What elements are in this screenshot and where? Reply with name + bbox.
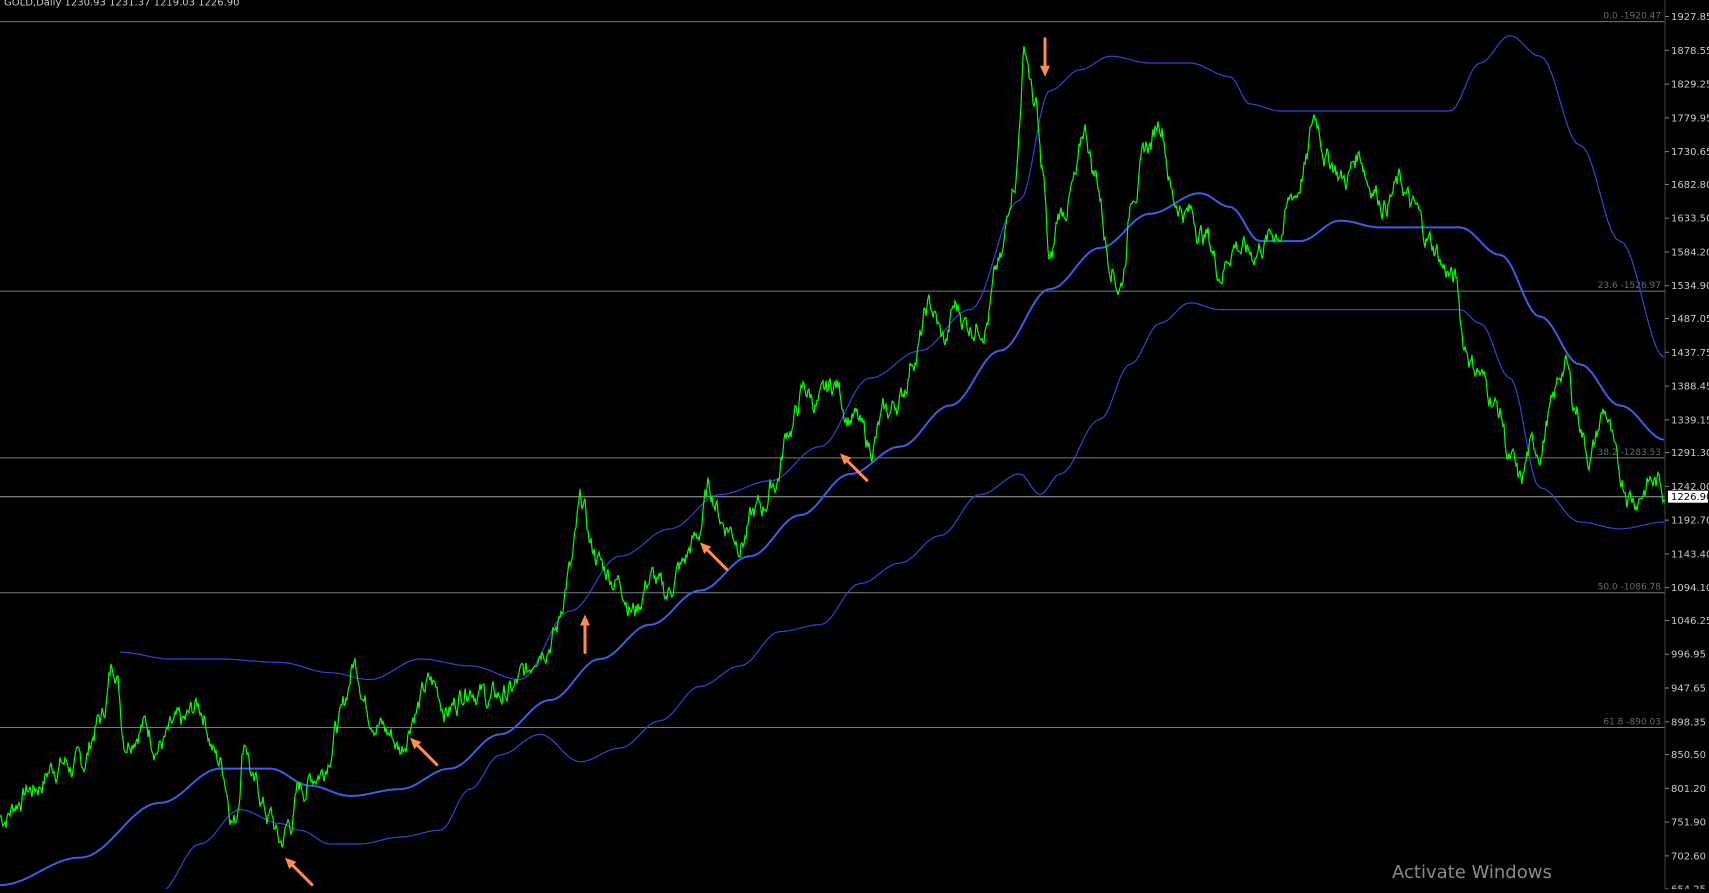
fib-level-label: 23.6 -1526.97: [1598, 281, 1661, 291]
y-tick-label: 850.50: [1671, 750, 1706, 761]
chart-title: GOLD,Daily 1230.93 1231.37 1219.03 1226.…: [4, 0, 240, 8]
y-tick-label: 1487.05: [1671, 314, 1709, 325]
annotation-arrow: [410, 737, 439, 767]
y-tick-label: 1584.20: [1671, 247, 1709, 258]
y-tick-label: 654.25: [1671, 885, 1706, 890]
y-tick-label: 1437.75: [1671, 348, 1709, 359]
y-tick-label: 996.95: [1671, 650, 1706, 661]
lower-band-line: [159, 302, 1665, 893]
y-tick-label: 1291.30: [1671, 448, 1709, 459]
annotation-arrow: [1040, 37, 1050, 77]
annotation-arrows: [285, 37, 1050, 887]
y-tick-label: 1633.50: [1671, 214, 1709, 225]
annotation-arrow: [700, 542, 729, 571]
arrow-head: [410, 737, 422, 750]
y-tick-label: 1927.85: [1671, 12, 1709, 23]
arrow-shaft: [844, 457, 869, 482]
y-tick-label: 1829.25: [1671, 80, 1709, 91]
fibonacci-levels: 0.0 -1920.47 23.6 -1526.97 38.2 -1283.53 50…: [0, 12, 1665, 728]
y-tick-label: 1094.10: [1671, 583, 1709, 594]
y-tick-label: 1682.80: [1671, 180, 1709, 191]
y-tick-label: 1388.45: [1671, 382, 1709, 393]
y-tick-label: 702.60: [1671, 851, 1706, 862]
last-price-label: 1226.90: [1671, 492, 1709, 503]
y-tick-label: 1143.40: [1671, 549, 1709, 560]
arrow-head: [840, 453, 852, 465]
arrow-head: [1040, 65, 1050, 77]
fib-level-label: 50.0 -1086.78: [1598, 583, 1662, 593]
arrow-head: [580, 614, 590, 626]
last-price-tag: 1226.90: [1668, 490, 1709, 503]
basis-line: [0, 192, 1665, 887]
y-tick-label: 947.65: [1671, 684, 1706, 695]
annotation-arrow: [285, 857, 314, 887]
y-tick-label: 1046.25: [1671, 616, 1709, 627]
fib-level-label: 38.2 -1283.53: [1598, 448, 1661, 458]
arrow-shaft: [289, 861, 314, 887]
y-tick-label: 751.90: [1671, 818, 1706, 829]
arrow-shaft: [414, 741, 439, 767]
price-line: [0, 46, 1666, 849]
fib-level-label: 0.0 -1920.47: [1603, 12, 1661, 22]
last-price-box: [1668, 490, 1708, 503]
bollinger-bands: [0, 35, 1665, 893]
price-axis: 1927.85 1878.55 1829.25 1779.95 1730.65 1682.…: [1665, 12, 1709, 893]
arrow-head: [700, 542, 712, 554]
y-tick-label: 1730.65: [1671, 147, 1709, 158]
y-tick-label: 1242.00: [1671, 482, 1709, 493]
fib-level-label: 61.8 -890.03: [1603, 717, 1661, 727]
y-tick-label: 1339.15: [1671, 415, 1709, 426]
annotation-arrow: [840, 453, 869, 482]
price-series: [0, 46, 1666, 849]
y-tick-label: 1779.95: [1671, 113, 1709, 124]
y-tick-label: 1192.70: [1671, 516, 1709, 527]
arrow-head: [285, 857, 297, 869]
activate-windows-watermark: Activate Windows: [1392, 862, 1552, 883]
upper-band-line: [119, 35, 1665, 681]
y-tick-label: 1878.55: [1671, 46, 1709, 57]
y-tick-label: 801.20: [1671, 784, 1706, 795]
y-tick-label: 898.35: [1671, 717, 1706, 728]
y-tick-label: 1534.90: [1671, 281, 1709, 292]
arrow-shaft: [704, 546, 729, 571]
annotation-arrow: [580, 614, 590, 654]
